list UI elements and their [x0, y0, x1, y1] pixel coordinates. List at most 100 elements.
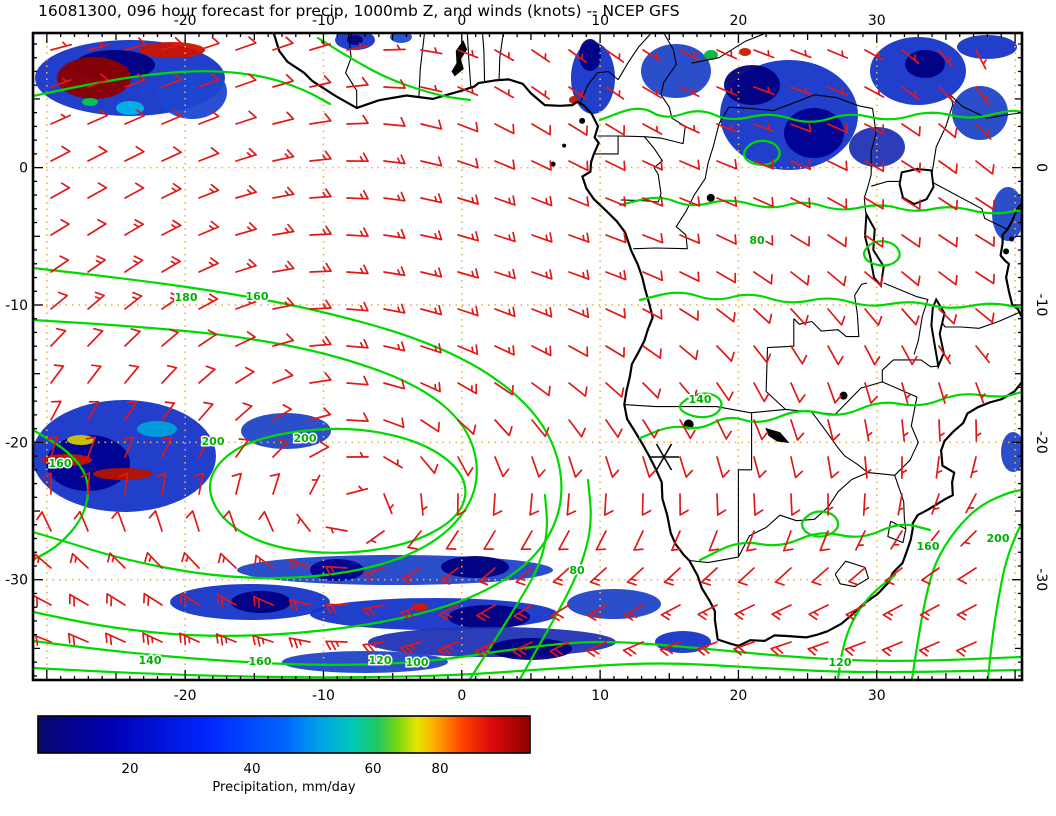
wind-barb — [605, 307, 626, 319]
height-contour — [618, 196, 1022, 215]
height-contour — [33, 266, 563, 637]
wind-barb — [642, 270, 664, 282]
wind-barb — [309, 188, 332, 199]
wind-barb — [716, 49, 738, 60]
wind-barb — [346, 42, 369, 51]
wind-barb — [399, 641, 422, 655]
wind-barb — [734, 604, 755, 621]
wind-barb — [124, 182, 145, 199]
wind-barb — [36, 511, 52, 532]
wind-barb — [420, 419, 440, 433]
chart-title: 16081300, 096 hour forecast for precip, … — [38, 2, 680, 20]
wind-barb — [47, 436, 58, 458]
wind-barb — [827, 345, 844, 366]
wind-barb — [325, 526, 348, 534]
wind-barb — [960, 530, 977, 547]
precip-cell — [724, 65, 780, 105]
wind-barb — [864, 308, 883, 326]
wind-barb — [782, 530, 794, 552]
wind-barb — [753, 123, 775, 133]
wind-barb — [679, 308, 699, 321]
wind-barb — [50, 327, 67, 347]
wind-barb — [753, 308, 773, 325]
wind-barb — [272, 186, 295, 199]
y-tick-label-right: -10 — [1033, 294, 1049, 317]
wind-barb — [568, 196, 590, 207]
wind-barb — [346, 76, 369, 88]
wind-barb — [753, 86, 775, 96]
wind-barb — [272, 368, 294, 384]
wind-barb — [457, 194, 479, 205]
island-dot — [839, 391, 848, 400]
wind-barb — [198, 437, 211, 458]
wind-barb — [531, 269, 553, 280]
country-border — [689, 556, 739, 564]
wind-barb — [716, 123, 738, 133]
wind-barb — [901, 271, 921, 287]
wind-barb — [346, 338, 369, 349]
wind-barb — [918, 641, 940, 657]
wind-barb — [679, 49, 700, 61]
wind-barb — [383, 228, 406, 239]
contour-label: 160 — [246, 290, 269, 303]
height-contour — [33, 318, 478, 580]
wind-barb — [198, 220, 220, 236]
height-contour — [33, 70, 332, 106]
wind-barb — [156, 472, 167, 495]
wind-barb — [124, 291, 143, 310]
wind-barb — [179, 632, 200, 646]
wind-barb — [864, 382, 879, 404]
precip-cell — [641, 44, 711, 98]
wind-barb — [679, 123, 700, 134]
wind-barb — [531, 160, 552, 171]
wind-barb — [118, 472, 129, 495]
wind-barb — [938, 382, 948, 404]
wind-barb — [87, 255, 107, 273]
wind-barb — [346, 485, 369, 495]
wind-barb — [642, 382, 662, 399]
precip-cell — [441, 556, 509, 578]
precip-cell — [655, 631, 711, 653]
wind-barb — [235, 73, 257, 88]
wind-barb — [753, 271, 773, 285]
wind-barb — [901, 160, 921, 174]
wind-barb — [420, 381, 441, 393]
wind-barb — [745, 530, 757, 552]
country-border — [624, 404, 812, 414]
wind-barb — [901, 86, 920, 101]
wind-barb — [346, 227, 369, 238]
y-tick-label-left: -20 — [5, 435, 28, 451]
island-dot — [1003, 248, 1010, 255]
wind-barb — [605, 269, 627, 281]
wind-barb — [272, 111, 295, 125]
lake — [765, 427, 790, 444]
wind-barb — [529, 493, 540, 516]
contour-label: 100 — [406, 656, 429, 669]
wind-barb — [161, 328, 179, 347]
wind-barb — [85, 436, 97, 458]
wind-barb — [383, 79, 406, 89]
height-contour — [910, 488, 1022, 680]
wind-barb — [124, 145, 145, 162]
country-border — [633, 94, 873, 250]
wind-barb — [161, 437, 173, 458]
wind-barb — [708, 530, 720, 552]
wind-barb — [494, 123, 515, 135]
precip-cell — [739, 48, 751, 56]
wind-barb — [790, 121, 812, 133]
wind-barb — [309, 225, 332, 236]
wind-barb — [605, 232, 627, 244]
wind-barb — [69, 552, 89, 569]
wind-barb — [457, 268, 480, 279]
x-tick-label-bottom: -10 — [312, 688, 335, 704]
wind-barb — [50, 182, 71, 199]
wind-barb — [325, 603, 348, 614]
wind-barb — [288, 637, 311, 649]
wind-barb — [124, 73, 146, 88]
island-dot — [562, 143, 567, 148]
wind-barb — [161, 219, 182, 236]
wind-barb — [938, 345, 952, 365]
contour-labels-layer: 180 160 160 200 200 140 160 120 100 80 120 160 200 80… — [47, 233, 1011, 671]
station-marker-layer — [649, 443, 679, 471]
wind-barb — [827, 382, 842, 404]
